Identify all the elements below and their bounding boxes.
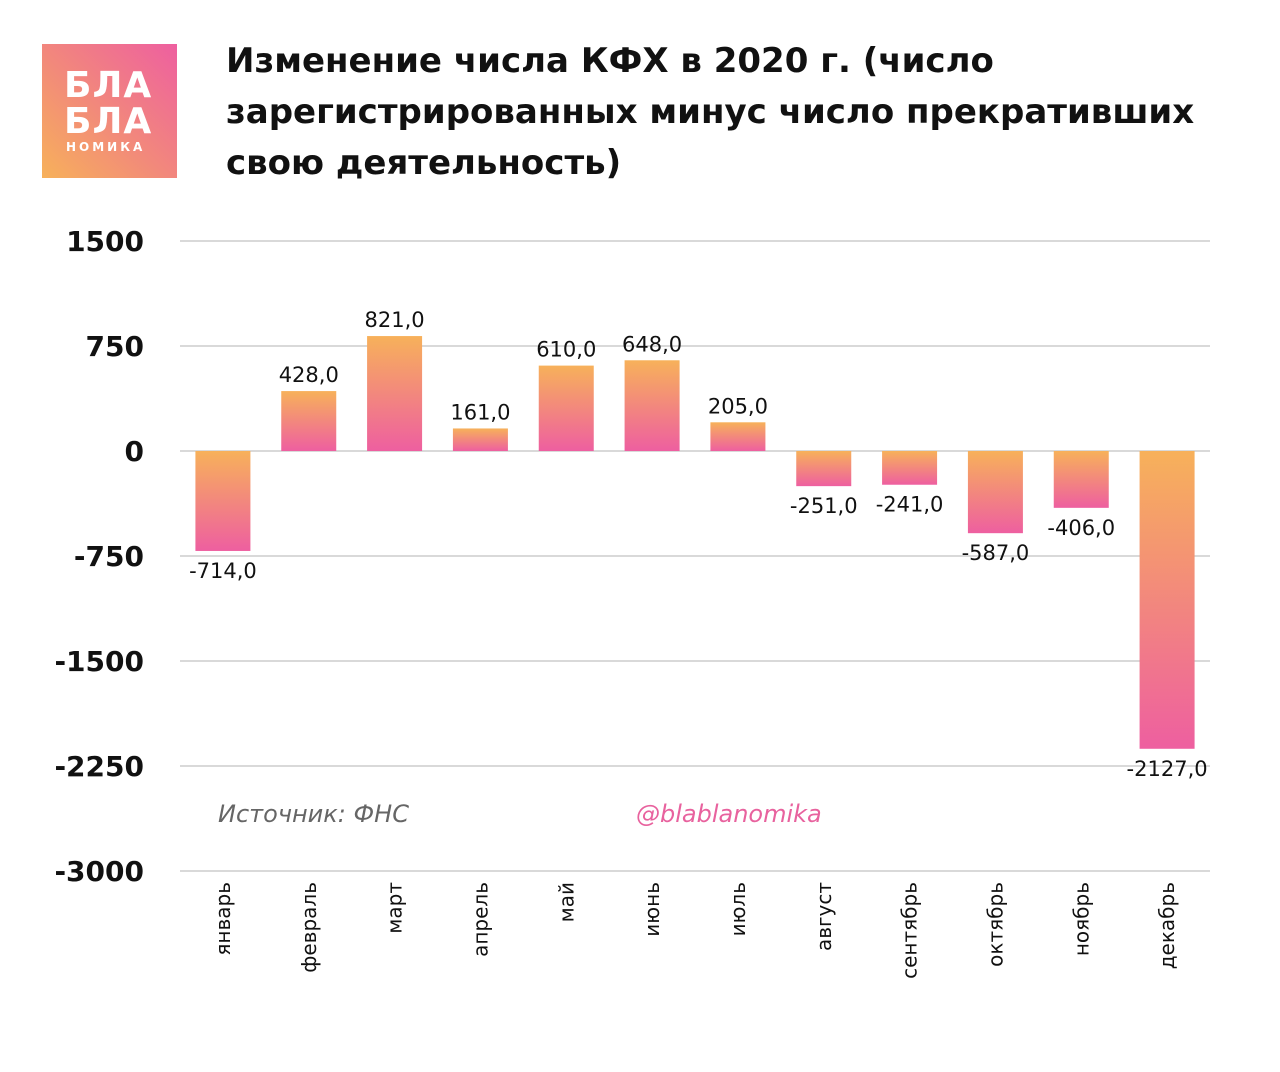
x-tick-label: сентябрь [898, 882, 922, 979]
bar-декабрь [1139, 451, 1195, 749]
y-tick-label: -1500 [54, 645, 144, 678]
x-tick-label: апрель [468, 882, 492, 957]
x-tick-label: май [554, 882, 578, 922]
x-tick-label: февраль [297, 882, 321, 973]
social-handle: @blablanomika [636, 800, 822, 828]
bar-март [367, 336, 423, 451]
data-label: 205,0 [708, 394, 768, 418]
logo-line-1: БЛА [64, 65, 153, 106]
y-tick-label: -750 [74, 540, 144, 573]
brand-logo: БЛА БЛА НОМИКА [42, 44, 177, 178]
data-label: 648,0 [622, 332, 682, 356]
x-tick-label: ноябрь [1069, 882, 1093, 956]
bar-август [796, 451, 852, 487]
data-label: 161,0 [450, 400, 510, 424]
x-tick-label: январь [211, 882, 235, 956]
data-label: -2127,0 [1127, 757, 1208, 781]
source-note: Источник: ФНС [218, 800, 409, 828]
x-tick-label: июль [726, 882, 750, 936]
bar-май [538, 365, 594, 451]
bar-сентябрь [882, 451, 938, 485]
data-label: -241,0 [876, 493, 944, 517]
y-tick-label: -3000 [54, 855, 144, 888]
y-axis-ticks: 1500 750 0 -750 -1500 -2250 -3000 [54, 225, 144, 888]
bar-февраль [281, 391, 337, 451]
logo-line-2: БЛА [64, 101, 153, 142]
y-tick-label: 0 [125, 435, 144, 468]
bar-октябрь [967, 451, 1023, 534]
x-tick-label: август [812, 882, 836, 951]
y-tick-label: -2250 [54, 750, 144, 783]
bars [195, 336, 1195, 749]
data-label: -714,0 [189, 559, 257, 583]
data-labels: -714,0 428,0 821,0 161,0 610,0 648,0 205,0 -251… [189, 308, 1208, 781]
x-tick-label: декабрь [1155, 882, 1179, 969]
data-label: -587,0 [962, 541, 1030, 565]
bar-ноябрь [1053, 451, 1109, 508]
data-label: 428,0 [279, 363, 339, 387]
grid-lines [180, 240, 1210, 872]
logo-line-3: НОМИКА [66, 140, 146, 154]
bar-июль [710, 422, 766, 451]
x-axis-ticks: январь февраль март апрель май июнь июль август… [211, 882, 1179, 979]
data-label: 610,0 [536, 338, 596, 362]
data-label: -251,0 [790, 494, 858, 518]
chart-title: Изменение числа КФХ в 2020 г. (число зар… [226, 41, 1195, 183]
bar-январь [195, 451, 251, 551]
data-label: 821,0 [365, 308, 425, 332]
y-tick-label: 1500 [66, 225, 144, 258]
data-label: -406,0 [1047, 516, 1115, 540]
bar-апрель [452, 428, 508, 451]
y-tick-label: 750 [86, 330, 144, 363]
x-tick-label: октябрь [983, 882, 1007, 967]
x-tick-label: март [383, 882, 407, 934]
bar-июнь [624, 360, 680, 451]
x-tick-label: июнь [640, 882, 664, 937]
